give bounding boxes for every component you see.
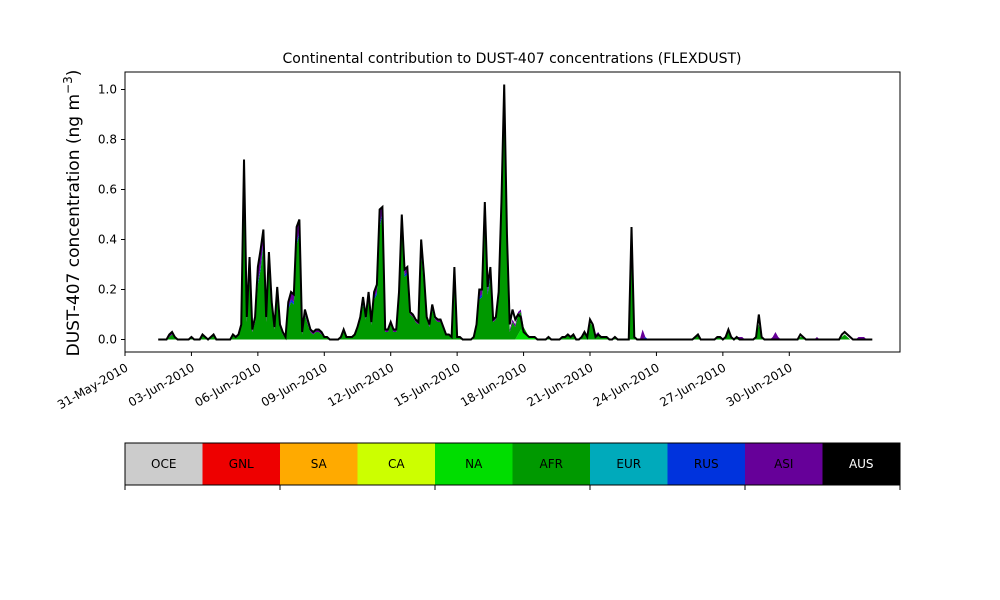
legend-swatch-afr [512, 443, 590, 485]
legend-label-afr: AFR [540, 457, 563, 471]
plot-frame [124, 71, 901, 353]
legend-label-eur: EUR [616, 457, 641, 471]
total-line [158, 84, 873, 341]
legend-swatch-rus [667, 443, 745, 485]
y-ticks: 0.0 0.2 0.4 0.6 0.8 1.0 [98, 83, 125, 347]
legend-swatch-sa [280, 443, 358, 485]
legend-swatch-oce [125, 443, 203, 485]
legend-swatch-asi [745, 443, 823, 485]
chart-title: Continental contribution to DUST-407 con… [283, 51, 742, 67]
legend-label-na: NA [465, 457, 483, 471]
y-tick-label: 0.2 [98, 283, 117, 297]
series-layer [158, 84, 873, 341]
legend-swatch-na [435, 443, 513, 485]
y-tick-label: 0.0 [98, 333, 117, 347]
legend-label-asi: ASI [774, 457, 793, 471]
y-tick-label: 0.4 [98, 233, 117, 247]
legend-label-aus: AUS [849, 457, 874, 471]
legend-swatch-aus [822, 443, 900, 485]
y-tick-label: 0.6 [98, 183, 117, 197]
y-tick-label: 1.0 [98, 83, 117, 97]
legend-swatch-gnl [202, 443, 280, 485]
y-axis-label: DUST-407 concentration (ng m−3) [61, 70, 84, 357]
legend-label-sa: SA [311, 457, 328, 471]
legend-swatch-eur [590, 443, 668, 485]
legend-swatch-ca [357, 443, 435, 485]
y-tick-label: 0.8 [98, 133, 117, 147]
legend-label-gnl: GNL [229, 457, 254, 471]
legend-colorbar: OCE GNL SA CA NA AFR EUR RUS ASI AUS [124, 442, 901, 490]
legend-label-rus: RUS [694, 457, 719, 471]
legend-frame [124, 442, 901, 486]
legend-label-ca: CA [388, 457, 405, 471]
legend-label-oce: OCE [151, 457, 176, 471]
